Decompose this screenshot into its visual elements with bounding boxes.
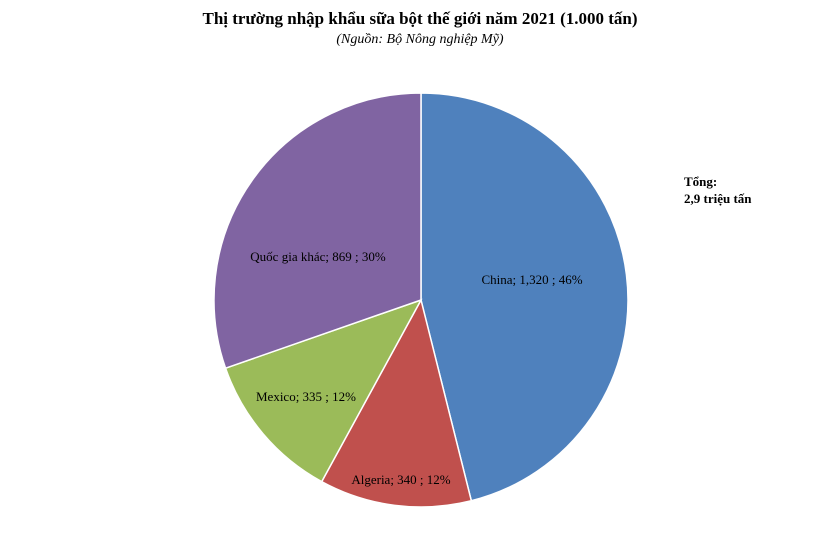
pie-slice-label: Algeria; 340 ; 12%: [351, 472, 450, 487]
pie-slice-china: [420, 92, 629, 502]
pie-slice-algeria: [320, 297, 473, 508]
pie-slice-quốc-gia-khác: [213, 92, 422, 370]
total-annotation: Tổng: 2,9 triệu tấn: [684, 173, 752, 207]
pie-slice-mexico: [224, 298, 423, 483]
pie-slice-label: Quốc gia khác; 869 ; 30%: [250, 249, 386, 264]
total-annotation-value: 2,9 triệu tấn: [684, 191, 752, 206]
total-annotation-label: Tổng:: [684, 174, 718, 189]
chart-subtitle: (Nguồn: Bộ Nông nghiệp Mỹ): [336, 32, 504, 47]
pie-slice-label: China; 1,320 ; 46%: [481, 272, 582, 287]
pie-slice-label: Mexico; 335 ; 12%: [256, 389, 356, 404]
chart-title: Thị trường nhập khẩu sữa bột thế giới nă…: [202, 9, 638, 28]
